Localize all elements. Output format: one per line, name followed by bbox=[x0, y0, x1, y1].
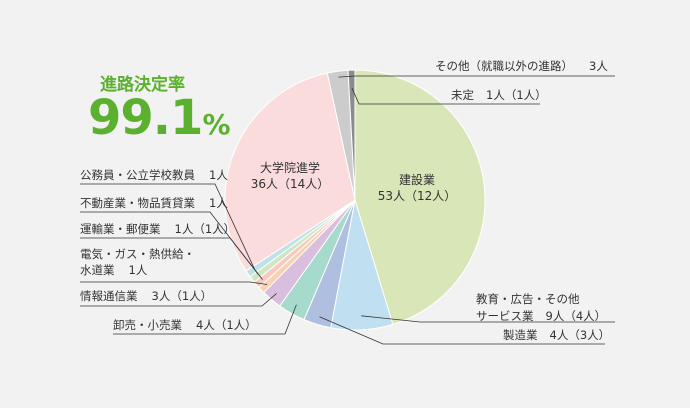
slice-name: 公務員・公立学校教員 bbox=[80, 168, 195, 182]
slice-name: 不動産業・物品賃貸業 bbox=[80, 196, 195, 210]
leader-undecided bbox=[351, 87, 540, 105]
leader-it-communications bbox=[80, 293, 277, 307]
leader-public-servants bbox=[80, 183, 255, 270]
slice-name-line2: サービス業 bbox=[476, 309, 534, 323]
leader-education-services bbox=[361, 315, 615, 323]
leader-other-paths bbox=[338, 75, 615, 78]
slice-label-real-estate: 不動産業・物品賃貸業 1人 bbox=[80, 196, 228, 211]
slice-name-line2: 水道業 bbox=[80, 263, 115, 277]
leader-wholesale-retail bbox=[113, 304, 297, 335]
slice-label-wholesale-retail: 卸売・小売業 4人（1人） bbox=[113, 318, 257, 333]
slice-label-transport-postal: 運輸業・郵便業 1人（1人） bbox=[80, 222, 235, 237]
decision-rate-label: 進路決定率 bbox=[100, 75, 185, 95]
pie-slice-0 bbox=[354, 69, 486, 325]
decision-rate-number: 99.1 bbox=[88, 90, 203, 146]
decision-rate-value: 99.1% bbox=[88, 90, 231, 153]
slice-label-construction: 建設業 53人（12人） bbox=[372, 172, 462, 204]
slice-name: 製造業 bbox=[503, 328, 538, 342]
slice-label-public-servants: 公務員・公立学校教員 1人 bbox=[80, 168, 228, 183]
slice-name: 卸売・小売業 bbox=[113, 318, 182, 332]
slice-label-other-paths: その他（就職以外の進路） 3人 bbox=[435, 59, 608, 74]
slice-name: 大学院進学 bbox=[259, 161, 320, 175]
slice-name: 運輸業・郵便業 bbox=[80, 222, 161, 236]
slice-value: 3人 bbox=[589, 59, 608, 73]
leader-lines bbox=[80, 75, 615, 345]
slice-name: その他（就職以外の進路） bbox=[435, 59, 573, 73]
slice-value: 1人（1人） bbox=[486, 88, 547, 102]
slice-name: 情報通信業 bbox=[80, 289, 138, 303]
leader-transport-postal bbox=[80, 237, 263, 280]
slice-value: 1人 bbox=[209, 168, 228, 182]
leader-manufacturing bbox=[319, 316, 605, 345]
slice-value: 36人（14人） bbox=[250, 177, 330, 191]
slice-label-it-communications: 情報通信業 3人（1人） bbox=[80, 289, 212, 304]
slice-value: 9人（4人） bbox=[545, 309, 607, 323]
pie-slice-9 bbox=[224, 72, 356, 272]
slice-name: 未定 bbox=[451, 88, 474, 102]
decision-rate-unit: % bbox=[202, 108, 230, 141]
slice-name: 建設業 bbox=[398, 173, 435, 187]
pie-slice-11 bbox=[347, 69, 356, 201]
slice-value: 4人（1人） bbox=[196, 318, 257, 332]
slice-label-manufacturing: 製造業 4人（3人） bbox=[503, 328, 610, 343]
slice-value: 53人（12人） bbox=[377, 189, 457, 203]
slice-value: 1人 bbox=[209, 196, 228, 210]
slice-name-line1: 電気・ガス・熱供給・ bbox=[80, 247, 195, 261]
pie-slices bbox=[224, 69, 486, 331]
slice-value: 3人（1人） bbox=[151, 289, 213, 303]
slice-label-graduate-school: 大学院進学 36人（14人） bbox=[245, 160, 335, 192]
slice-name-line1: 教育・広告・その他 bbox=[476, 292, 580, 306]
leader-utilities bbox=[80, 281, 268, 285]
slice-value: 4人（3人） bbox=[549, 328, 611, 342]
slice-value: 1人 bbox=[128, 263, 148, 277]
slice-label-undecided: 未定 1人（1人） bbox=[451, 88, 547, 103]
slice-label-education-services: 教育・広告・その他 サービス業 9人（4人） bbox=[476, 291, 606, 325]
slice-value: 1人（1人） bbox=[174, 222, 236, 236]
slice-label-utilities: 電気・ガス・熱供給・ 水道業 1人 bbox=[80, 246, 195, 278]
